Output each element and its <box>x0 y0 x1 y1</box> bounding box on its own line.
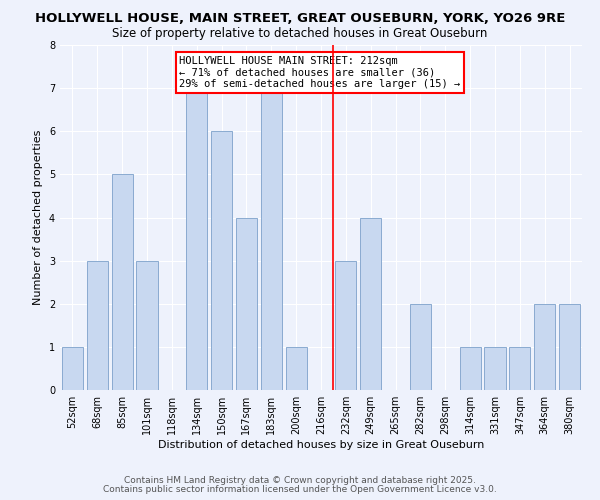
Bar <box>484 347 506 390</box>
Bar <box>211 131 232 390</box>
Bar <box>261 88 282 390</box>
Bar <box>112 174 133 390</box>
Bar <box>236 218 257 390</box>
X-axis label: Distribution of detached houses by size in Great Ouseburn: Distribution of detached houses by size … <box>158 440 484 450</box>
Y-axis label: Number of detached properties: Number of detached properties <box>34 130 43 305</box>
Text: Contains public sector information licensed under the Open Government Licence v3: Contains public sector information licen… <box>103 484 497 494</box>
Text: HOLLYWELL HOUSE, MAIN STREET, GREAT OUSEBURN, YORK, YO26 9RE: HOLLYWELL HOUSE, MAIN STREET, GREAT OUSE… <box>35 12 565 26</box>
Text: Size of property relative to detached houses in Great Ouseburn: Size of property relative to detached ho… <box>112 28 488 40</box>
Bar <box>136 260 158 390</box>
Bar <box>360 218 381 390</box>
Bar <box>410 304 431 390</box>
Text: Contains HM Land Registry data © Crown copyright and database right 2025.: Contains HM Land Registry data © Crown c… <box>124 476 476 485</box>
Text: HOLLYWELL HOUSE MAIN STREET: 212sqm
← 71% of detached houses are smaller (36)
29: HOLLYWELL HOUSE MAIN STREET: 212sqm ← 71… <box>179 56 461 89</box>
Bar <box>186 88 207 390</box>
Bar <box>559 304 580 390</box>
Bar <box>534 304 555 390</box>
Bar <box>62 347 83 390</box>
Bar <box>286 347 307 390</box>
Bar <box>87 260 108 390</box>
Bar <box>460 347 481 390</box>
Bar <box>335 260 356 390</box>
Bar <box>509 347 530 390</box>
